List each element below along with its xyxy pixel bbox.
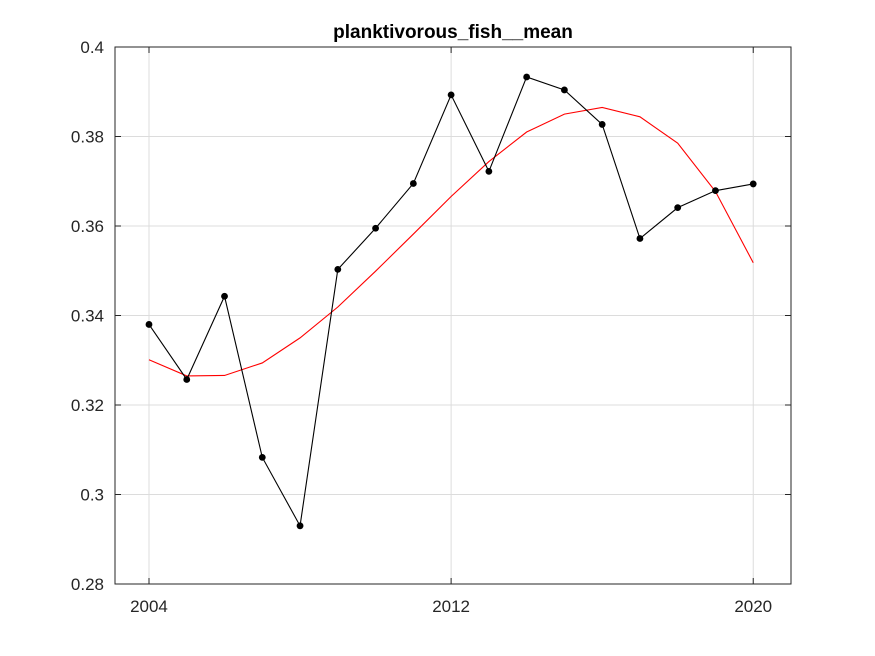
y-tick-label: 0.34 — [71, 307, 104, 326]
data-point — [636, 235, 644, 242]
data-point — [183, 376, 191, 383]
data-point — [258, 453, 266, 461]
plot-series — [145, 73, 757, 530]
data-point — [561, 86, 568, 94]
data-point — [296, 522, 304, 530]
grid-lines — [115, 46, 791, 585]
data-point — [409, 180, 417, 187]
y-tick-label: 0.36 — [71, 217, 104, 236]
data-point — [447, 91, 455, 99]
y-tick-label: 0.3 — [80, 486, 104, 505]
data-point — [712, 187, 719, 195]
data-point — [485, 168, 493, 175]
y-tick-label: 0.28 — [71, 575, 104, 594]
x-tick-label: 2020 — [734, 597, 772, 616]
data-point — [598, 121, 606, 128]
y-tick-label: 0.38 — [71, 128, 104, 147]
data-point — [221, 292, 228, 300]
data-point — [334, 266, 342, 273]
chart-title: planktivorous_fish__mean — [333, 22, 573, 43]
y-tick-label: 0.32 — [71, 396, 104, 415]
y-tick-label: 0.4 — [80, 38, 104, 57]
data-point — [523, 73, 531, 81]
x-tick-label: 2012 — [432, 597, 470, 616]
data-point — [372, 224, 379, 232]
data-point — [145, 321, 153, 328]
data-point — [749, 180, 757, 188]
axis-ticks: 2004 2012 2020 0.28 0.3 0.32 0.34 0.36 0.38 0.4 — [71, 38, 791, 616]
x-tick-label: 2004 — [130, 597, 168, 616]
series-line-1 — [148, 106, 754, 377]
data-point — [674, 204, 682, 212]
